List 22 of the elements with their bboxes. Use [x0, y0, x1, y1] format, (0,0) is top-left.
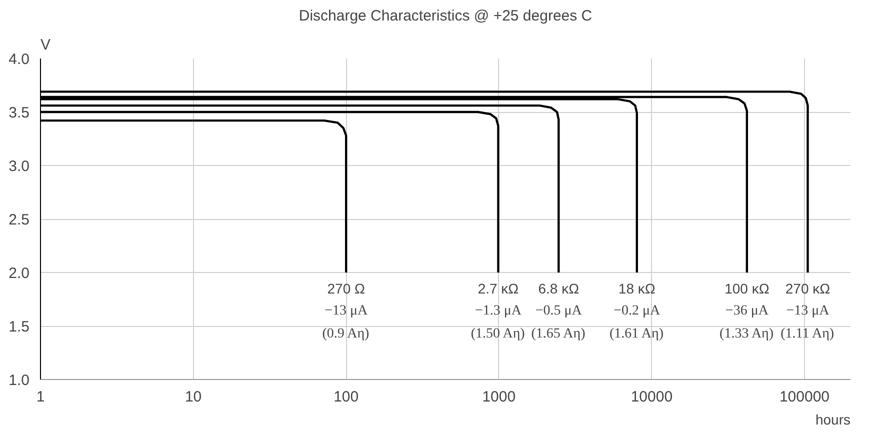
annotation: 100 κΩ −36 μA (1.33 Aη)	[720, 280, 774, 342]
x-tick-label: 1000	[482, 388, 516, 406]
y-tick-label: 1.0	[8, 372, 30, 389]
y-tick-label: 3.5	[8, 104, 30, 122]
y-tick-label: 1.5	[8, 318, 30, 336]
x-tick-label: 100000	[779, 388, 830, 406]
annotation: 6.8 κΩ −0.5 μA (1.65 Aη)	[531, 280, 586, 342]
x-axis-title: hours	[815, 412, 851, 428]
annotation: 270 κΩ −13 μA (1.11 Aη)	[780, 280, 834, 342]
y-tick-label: 3.0	[8, 158, 30, 175]
annotation: 18 κΩ −0.2 μA (1.61 Aη)	[610, 280, 664, 342]
y-tick-label: 2.0	[8, 265, 30, 282]
annotation: 270 Ω −13 μA (0.9 Aη)	[322, 280, 370, 342]
y-axis-title: V	[40, 36, 51, 54]
x-tick-label: 10000	[630, 388, 673, 406]
y-tick-label: 4.0	[8, 51, 30, 68]
x-tick-label: 100	[334, 388, 359, 406]
y-tick-label: 2.5	[8, 212, 30, 228]
chart-title: Discharge Characteristics @ +25 degrees C	[298, 8, 592, 24]
x-tick-label: 1	[36, 388, 45, 406]
x-tick-label: 10	[184, 388, 202, 406]
annotation: 2.7 κΩ −1.3 μA (1.50 Aη)	[470, 280, 526, 342]
